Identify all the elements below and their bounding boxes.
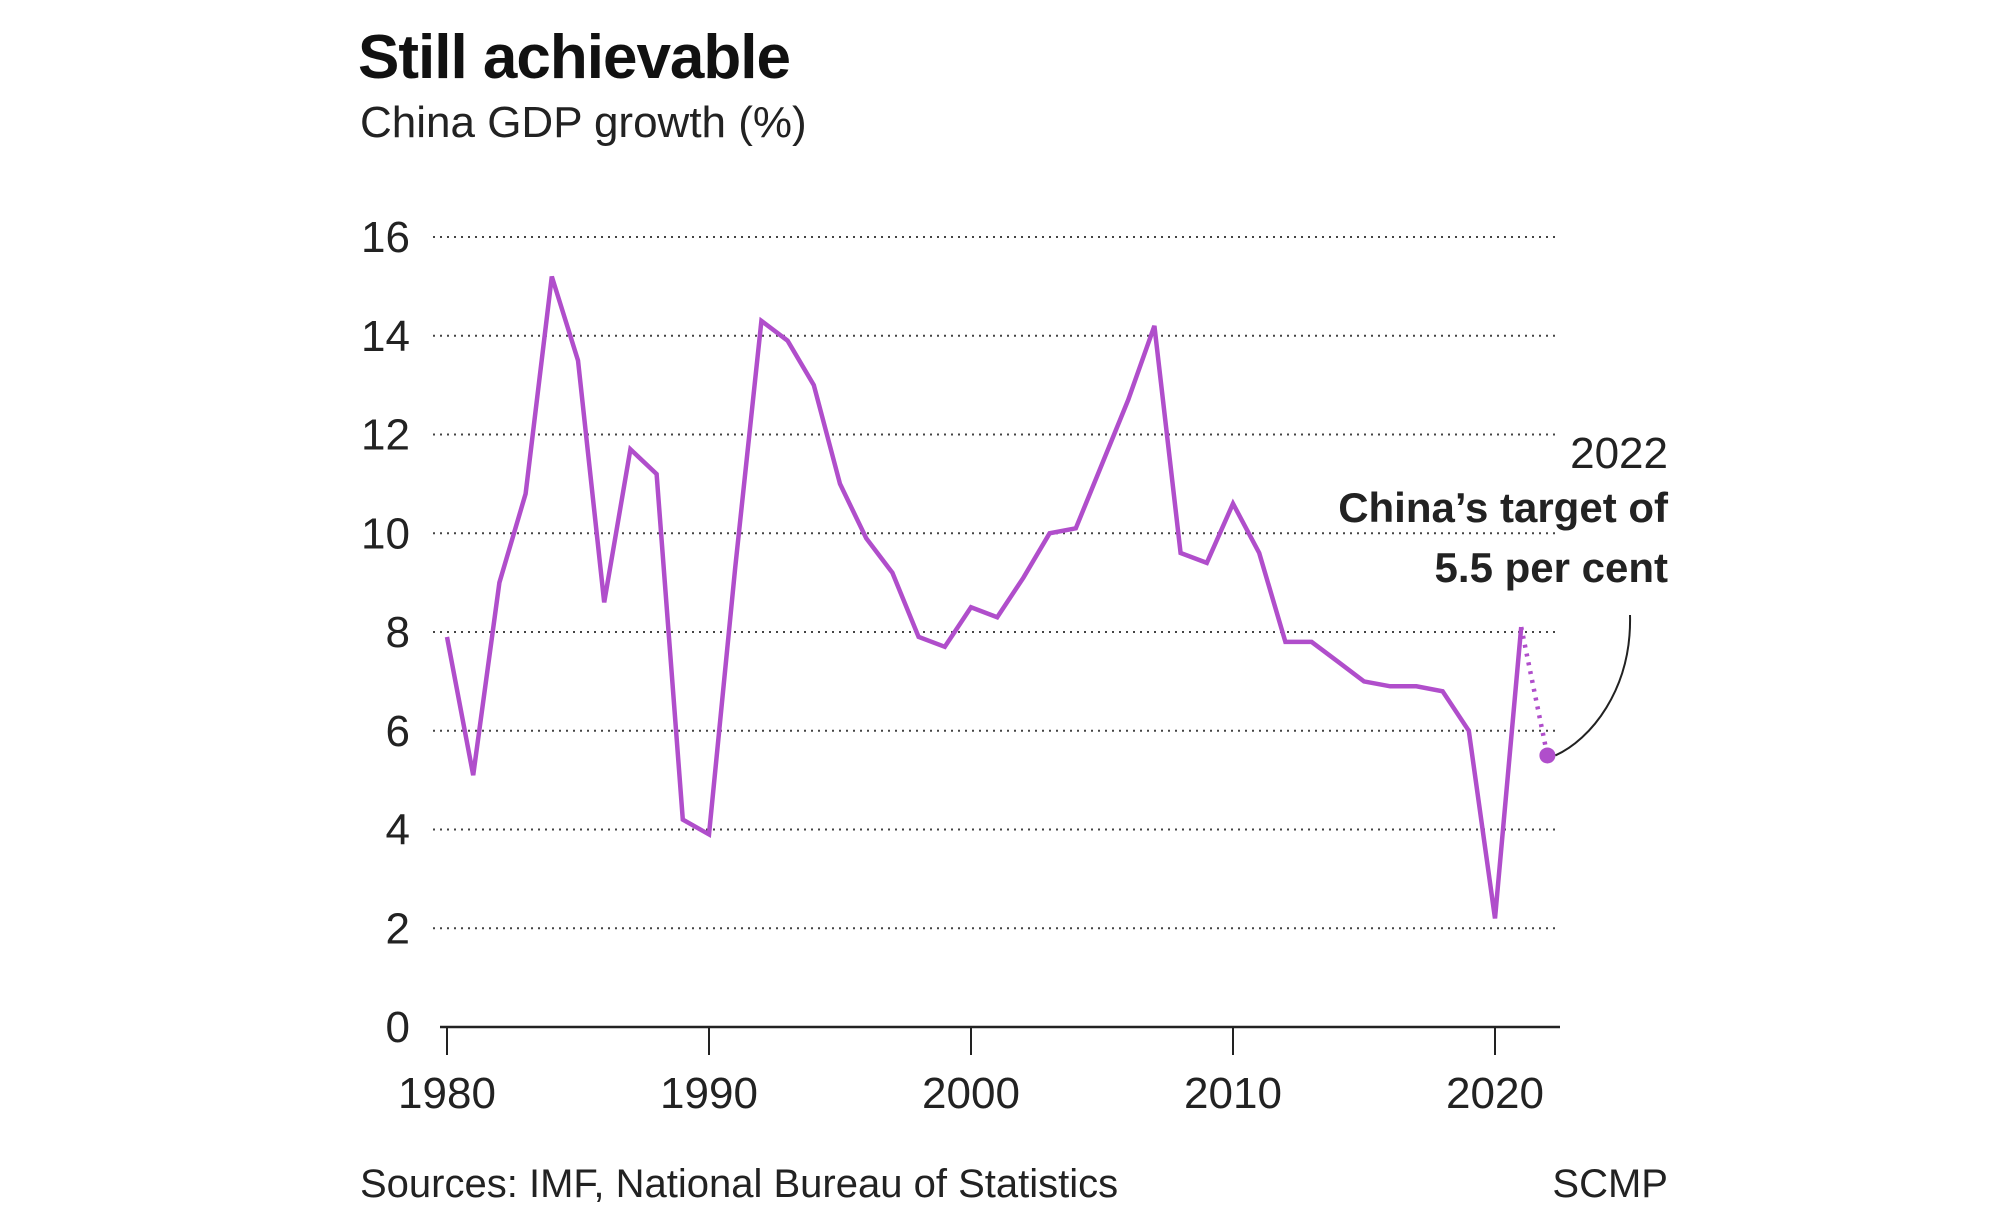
y-tick-label: 4 (386, 806, 410, 855)
y-tick-label: 0 (386, 1003, 410, 1052)
y-tick-label: 16 (361, 213, 410, 262)
x-tick-label: 1980 (398, 1069, 496, 1118)
target-point (1539, 747, 1556, 764)
x-tick-label: 2010 (1184, 1069, 1282, 1118)
y-tick-label: 12 (361, 411, 410, 460)
y-tick-label: 8 (386, 608, 410, 657)
annotation-line1: China’s target of (1338, 484, 1669, 531)
gdp-growth-line (444, 275, 1524, 919)
chart-title: Still achievable (358, 23, 791, 92)
credit: SCMP (1552, 1162, 1668, 1206)
annotation-year: 2022 (1570, 429, 1668, 478)
annotation-line2: 5.5 per cent (1435, 544, 1668, 591)
source-note: Sources: IMF, National Bureau of Statist… (360, 1162, 1119, 1206)
target-dotted-line (1518, 626, 1550, 756)
x-tick-label: 2000 (922, 1069, 1020, 1118)
x-tick-label: 2020 (1446, 1069, 1544, 1118)
annotation-callout-line (1554, 614, 1632, 757)
y-tick-label: 6 (386, 707, 410, 756)
y-tick-label: 10 (361, 509, 410, 558)
y-tick-label: 2 (386, 904, 410, 953)
y-tick-label: 14 (361, 312, 410, 361)
x-tick-label: 1990 (660, 1069, 758, 1118)
chart-subtitle: China GDP growth (%) (360, 98, 807, 147)
